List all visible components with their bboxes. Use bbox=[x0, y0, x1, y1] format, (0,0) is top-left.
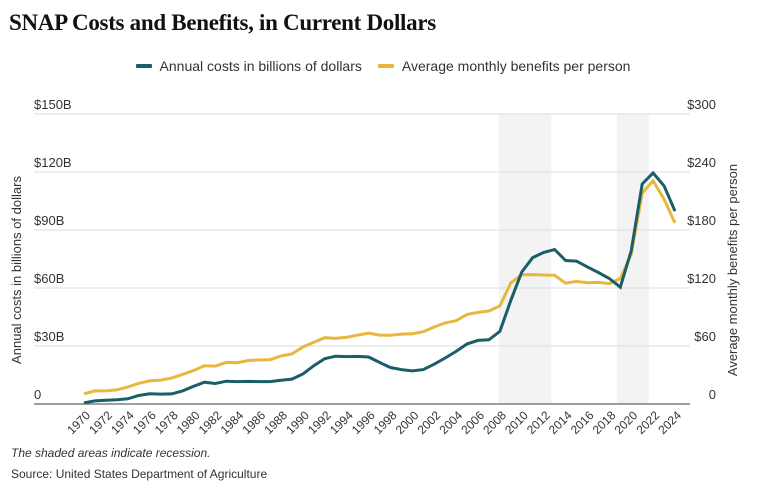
x-tick-label: 2020 bbox=[612, 408, 641, 437]
recession-note: The shaded areas indicate recession. bbox=[11, 446, 211, 460]
x-tick-label: 1980 bbox=[174, 408, 203, 437]
x-tick-label: 1972 bbox=[86, 408, 115, 437]
legend-item-costs: Annual costs in billions of dollars bbox=[135, 58, 362, 74]
legend-label-costs: Annual costs in billions of dollars bbox=[159, 58, 362, 74]
x-tick-label: 1994 bbox=[327, 408, 356, 437]
y-axis-left-label: Annual costs in billions of dollars bbox=[9, 176, 24, 364]
recession-band bbox=[616, 114, 649, 404]
y-axis-left-ticks: 0 $30B $60B $90B $120B $150B bbox=[34, 97, 72, 402]
series-line-benefits bbox=[83, 178, 677, 396]
x-tick-label: 2006 bbox=[458, 408, 487, 437]
x-tick-label: 2004 bbox=[436, 408, 465, 437]
y-axis-right-ticks: 0 $60 $120 $180 $240 $300 bbox=[687, 97, 716, 402]
x-tick-label: 1982 bbox=[196, 408, 225, 437]
x-tick-label: 2002 bbox=[415, 408, 444, 437]
series-lines bbox=[83, 170, 677, 405]
legend-swatch-costs bbox=[135, 64, 152, 68]
x-tick-label: 1996 bbox=[349, 408, 378, 437]
series-line-costs bbox=[83, 170, 677, 405]
y-tick-label: $150B bbox=[34, 97, 72, 112]
y-tick-label: $30B bbox=[34, 329, 64, 344]
x-tick-label: 2012 bbox=[524, 408, 553, 437]
x-tick-label: 2018 bbox=[590, 408, 619, 437]
legend-item-benefits: Average monthly benefits per person bbox=[377, 58, 631, 74]
x-tick-label: 1984 bbox=[218, 408, 247, 437]
y2-tick-label: $120 bbox=[687, 271, 716, 286]
y2-tick-label: 0 bbox=[709, 387, 716, 402]
y-tick-label: $120B bbox=[34, 155, 72, 170]
recession-band bbox=[498, 114, 552, 404]
x-tick-label: 2014 bbox=[546, 408, 575, 437]
x-tick-label: 1990 bbox=[283, 408, 312, 437]
recession-bands bbox=[498, 114, 649, 404]
legend-swatch-benefits bbox=[377, 64, 394, 68]
x-tick-label: 2022 bbox=[633, 408, 662, 437]
legend: Annual costs in billions of dollars Aver… bbox=[0, 58, 766, 74]
y2-tick-label: $240 bbox=[687, 155, 716, 170]
chart-title: SNAP Costs and Benefits, in Current Doll… bbox=[9, 10, 436, 35]
x-tick-label: 1976 bbox=[130, 408, 159, 437]
x-axis-ticks: 1970197219741976197819801982198419861988… bbox=[64, 408, 684, 437]
y-tick-label: 0 bbox=[34, 387, 41, 402]
gridlines bbox=[34, 113, 690, 405]
y2-tick-label: $300 bbox=[687, 97, 716, 112]
x-tick-label: 2016 bbox=[568, 408, 597, 437]
x-tick-label: 2024 bbox=[655, 408, 684, 437]
x-tick-label: 2008 bbox=[480, 408, 509, 437]
x-tick-label: 1970 bbox=[64, 408, 93, 437]
y-axis-right-label: Average monthly benefits per person bbox=[725, 164, 740, 376]
x-tick-label: 1998 bbox=[371, 408, 400, 437]
x-tick-label: 1978 bbox=[152, 408, 181, 437]
source-note: Source: United States Department of Agri… bbox=[11, 467, 268, 481]
x-tick-label: 1974 bbox=[108, 408, 137, 437]
legend-label-benefits: Average monthly benefits per person bbox=[401, 58, 631, 74]
x-tick-label: 1988 bbox=[261, 408, 290, 437]
x-tick-label: 2010 bbox=[502, 408, 531, 437]
y2-tick-label: $180 bbox=[687, 213, 716, 228]
x-tick-label: 1992 bbox=[305, 408, 334, 437]
y-tick-label: $90B bbox=[34, 213, 64, 228]
y2-tick-label: $60 bbox=[694, 329, 716, 344]
x-tick-label: 2000 bbox=[393, 408, 422, 437]
x-tick-label: 1986 bbox=[239, 408, 268, 437]
y-tick-label: $60B bbox=[34, 271, 64, 286]
